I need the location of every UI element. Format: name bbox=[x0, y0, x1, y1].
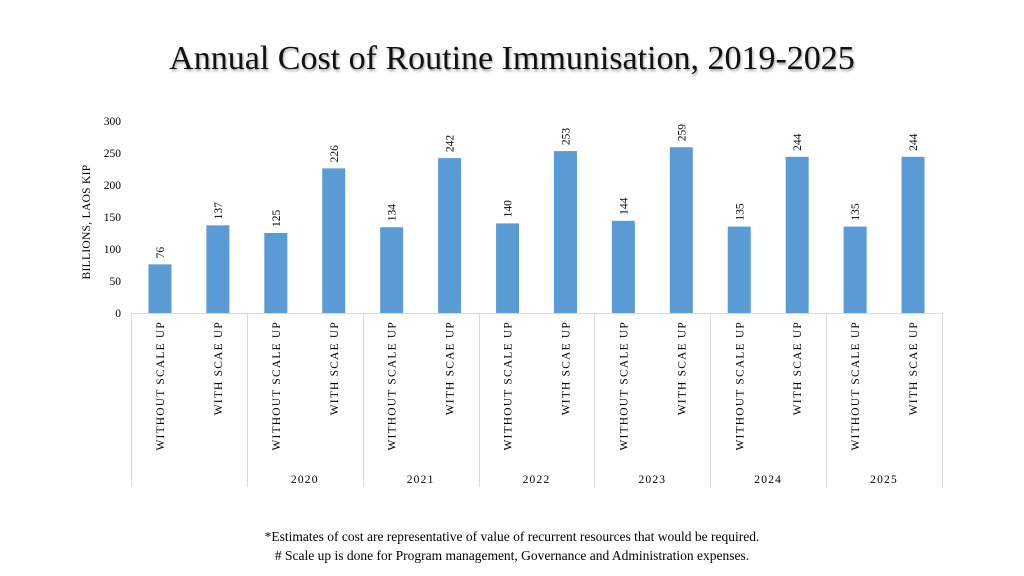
y-tick-label: 0 bbox=[115, 308, 121, 320]
category-label: WITH SCAE UP bbox=[676, 321, 688, 415]
bar bbox=[553, 151, 577, 313]
bar bbox=[206, 225, 230, 313]
y-tick-label: 250 bbox=[104, 148, 122, 160]
year-label: 2025 bbox=[870, 474, 898, 486]
category-label: WITHOUT SCALE UP bbox=[271, 321, 283, 451]
bar-data-label: 144 bbox=[618, 197, 630, 215]
y-tick-label: 150 bbox=[104, 212, 122, 224]
category-label: WITHOUT SCALE UP bbox=[387, 321, 399, 451]
year-label: 2021 bbox=[407, 474, 435, 486]
category-label: WITH SCAE UP bbox=[792, 321, 804, 415]
y-axis-title: BILLIONS, LAOS KIP bbox=[81, 165, 93, 280]
footnote: *Estimates of cost are representative of… bbox=[0, 527, 1024, 565]
bar bbox=[843, 226, 867, 313]
footnote-line-1: *Estimates of cost are representative of… bbox=[264, 529, 760, 544]
category-label: WITHOUT SCALE UP bbox=[155, 321, 167, 451]
bar-data-label: 253 bbox=[560, 128, 572, 146]
category-label: WITH SCAE UP bbox=[445, 321, 457, 415]
year-label: 2023 bbox=[638, 474, 666, 486]
bar-data-label: 137 bbox=[213, 202, 225, 220]
bar bbox=[322, 168, 346, 313]
bar-data-label: 242 bbox=[445, 135, 457, 153]
category-label: WITH SCAE UP bbox=[329, 321, 341, 415]
bar bbox=[669, 147, 693, 313]
bar-data-label: 135 bbox=[734, 203, 746, 221]
bar bbox=[380, 227, 404, 313]
chart-title: Annual Cost of Routine Immunisation, 201… bbox=[169, 40, 855, 77]
category-label: WITHOUT SCALE UP bbox=[618, 321, 630, 451]
bar bbox=[438, 158, 462, 313]
year-label: 2020 bbox=[291, 474, 319, 486]
bar bbox=[727, 226, 751, 313]
bar bbox=[264, 233, 288, 313]
y-tick-label: 50 bbox=[110, 276, 122, 288]
bar-data-label: 76 bbox=[155, 247, 167, 259]
year-label: 2024 bbox=[754, 474, 782, 486]
category-label: WITH SCAE UP bbox=[908, 321, 920, 415]
category-label: WITHOUT SCALE UP bbox=[734, 321, 746, 451]
year-label: 2022 bbox=[523, 474, 551, 486]
bar-data-label: 226 bbox=[329, 145, 341, 163]
bar-data-label: 244 bbox=[908, 133, 920, 151]
bar bbox=[148, 264, 172, 313]
bar-data-label: 135 bbox=[850, 203, 862, 221]
footnote-line-2: # Scale up is done for Program managemen… bbox=[274, 548, 750, 563]
bar bbox=[611, 220, 635, 313]
bar-data-label: 140 bbox=[503, 200, 515, 218]
bar-data-label: 134 bbox=[387, 204, 399, 222]
y-tick-label: 200 bbox=[104, 180, 122, 192]
bar-data-label: 125 bbox=[271, 210, 283, 228]
category-label: WITH SCAE UP bbox=[213, 321, 225, 415]
bar bbox=[785, 156, 809, 313]
bar-data-label: 259 bbox=[676, 124, 688, 142]
bar bbox=[901, 156, 925, 313]
category-label: WITHOUT SCALE UP bbox=[503, 321, 515, 451]
y-tick-label: 100 bbox=[104, 244, 122, 256]
category-label: WITHOUT SCALE UP bbox=[850, 321, 862, 451]
bar bbox=[496, 223, 520, 313]
bar-data-label: 244 bbox=[792, 133, 804, 151]
y-tick-label: 300 bbox=[104, 116, 122, 128]
bar-chart: 0 50 100 150 200 250 300 BILLIONS, LAOS KIP 76 WI… bbox=[81, 116, 943, 487]
category-label: WITH SCAE UP bbox=[560, 321, 572, 415]
